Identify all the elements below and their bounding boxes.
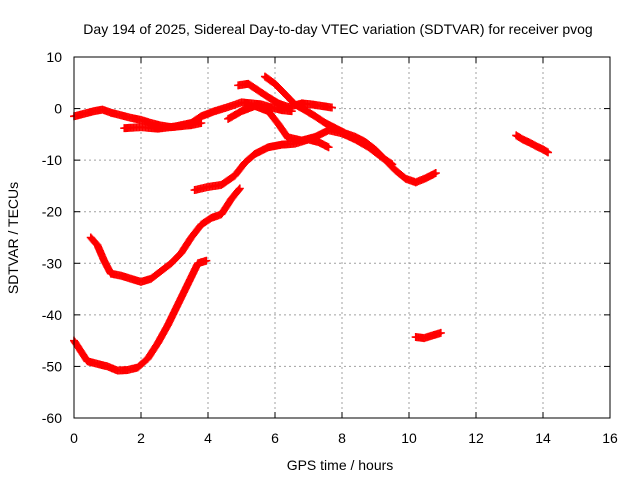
data-point — [197, 119, 206, 128]
x-tick-label: 12 — [468, 430, 484, 446]
y-tick-labels: 10 0 -10 -20 -30 -40 -50 -60 — [42, 49, 62, 426]
y-tick-label: -20 — [42, 204, 62, 220]
y-tick-label: -50 — [42, 358, 62, 374]
x-tick-label: 4 — [204, 430, 212, 446]
data-point — [544, 148, 553, 157]
y-tick-label: 0 — [54, 101, 62, 117]
data-point — [235, 184, 244, 193]
x-tick-label: 2 — [137, 430, 145, 446]
series-seg8 — [86, 184, 244, 286]
data-points — [70, 72, 553, 375]
series-seg7 — [190, 135, 333, 195]
series-seg11 — [512, 131, 553, 157]
x-tick-label: 0 — [70, 430, 78, 446]
data-point — [386, 159, 395, 168]
y-tick-label: 10 — [46, 49, 62, 65]
x-tick-label: 16 — [602, 430, 618, 446]
x-tick-label: 14 — [535, 430, 551, 446]
data-point — [436, 328, 445, 337]
x-axis-title: GPS time / hours — [287, 457, 394, 473]
series-seg9 — [70, 256, 211, 375]
data-point — [234, 185, 243, 194]
x-tick-label: 6 — [271, 430, 279, 446]
data-point — [324, 143, 333, 152]
data-point — [327, 103, 336, 112]
y-tick-label: -60 — [42, 410, 62, 426]
y-axis-title: SDTVAR / TECUs — [5, 182, 21, 294]
y-tick-label: -30 — [42, 255, 62, 271]
x-tick-labels: 0 2 4 6 8 10 12 14 16 — [70, 430, 618, 446]
x-tick-label: 8 — [338, 430, 346, 446]
y-tick-label: -10 — [42, 152, 62, 168]
chart-title: Day 194 of 2025, Sidereal Day-to-day VTE… — [83, 21, 592, 37]
data-point — [202, 256, 211, 265]
plot-border — [73, 56, 611, 419]
y-tick-label: -40 — [42, 307, 62, 323]
series-seg10 — [411, 328, 445, 343]
data-point — [388, 160, 397, 169]
x-tick-label: 10 — [401, 430, 417, 446]
data-point — [431, 169, 440, 178]
axes — [73, 56, 611, 419]
